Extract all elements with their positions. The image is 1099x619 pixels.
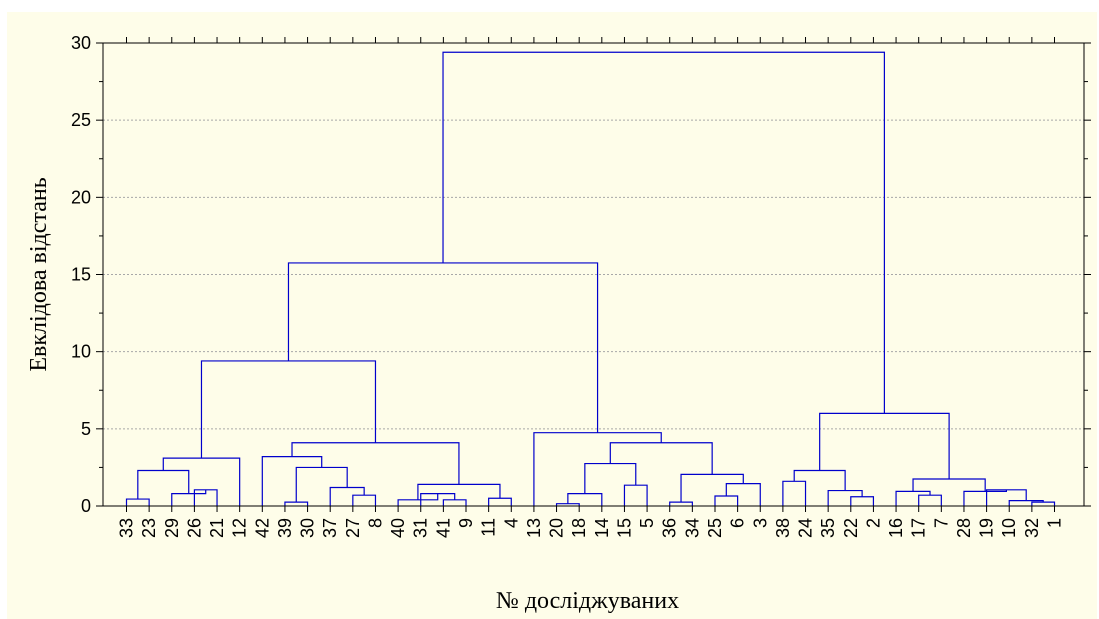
dendrogram-link (918, 494, 942, 506)
x-tick-label: 12 (230, 518, 250, 538)
dendrogram-link (284, 501, 309, 506)
x-tick-label: 38 (773, 518, 793, 538)
x-tick-label: 3 (750, 518, 770, 528)
dendrogram-link (261, 456, 323, 506)
dendrogram-link (417, 483, 501, 500)
x-tick-label: 25 (705, 518, 725, 538)
dendrogram-link (1031, 501, 1056, 506)
x-tick-label: 18 (569, 518, 589, 538)
x-tick-label: 20 (547, 518, 567, 538)
dendrogram-link (287, 262, 599, 433)
x-tick-label: 41 (433, 518, 453, 538)
x-tick-label: 34 (682, 518, 702, 538)
x-tick-label: 42 (252, 518, 272, 538)
x-tick-label: 30 (298, 518, 318, 538)
dendrogram-link (985, 489, 1027, 506)
dendrogram-link (488, 497, 512, 506)
y-tick-label: 0 (81, 496, 91, 516)
dendrogram-link (912, 478, 986, 492)
x-tick-label: 4 (501, 518, 521, 528)
dendrogram-link (819, 412, 950, 479)
x-tick-label: 40 (388, 518, 408, 538)
dendrogram-link (137, 469, 190, 500)
x-tick-label: 6 (728, 518, 748, 528)
dendrogram-links (125, 51, 1056, 506)
x-tick-label: 13 (524, 518, 544, 538)
x-tick-label: 1 (1045, 518, 1065, 528)
x-tick-label: 14 (592, 518, 612, 538)
y-tick-label: 30 (71, 33, 91, 53)
dendrogram-link (533, 432, 662, 506)
y-tick-label: 10 (71, 342, 91, 362)
x-tick-label: 39 (275, 518, 295, 538)
dendrogram-link (827, 489, 863, 506)
dendrogram-link (162, 457, 241, 506)
x-tick-label: 17 (909, 518, 929, 538)
x-tick-label: 36 (660, 518, 680, 538)
y-tick-labels: 0 5 10 15 20 25 30 (71, 33, 91, 516)
x-tick-label: 19 (977, 518, 997, 538)
x-tick-label: 11 (479, 518, 499, 537)
x-axis-title: № досліджуваних (496, 588, 679, 614)
x-tick-label: 24 (796, 518, 816, 538)
y-tick-label: 5 (81, 419, 91, 439)
x-tick-label: 16 (886, 518, 906, 538)
x-tick-label: 23 (139, 518, 159, 538)
x-tick-label: 32 (1022, 518, 1042, 538)
dendrogram-link (584, 462, 637, 494)
x-tick-label: 21 (207, 518, 227, 538)
dendrogram-link (669, 501, 693, 506)
dendrogram-link (200, 360, 377, 459)
chart-frame: 0 5 10 15 20 25 30 33 23 29 26 21 12 42 39 30 37 27 8 40 31… (7, 12, 1097, 619)
y-axis-title: Евклідова відстань (26, 177, 52, 371)
dendrogram-link (680, 473, 744, 503)
dendrogram-link (329, 486, 365, 506)
x-tick-labels: 33 23 29 26 21 12 42 39 30 37 27 8 40 31 41 9 11 4 13 20 18 1… (117, 518, 1065, 538)
x-tick-label: 2 (863, 518, 883, 528)
x-tick-label: 27 (343, 518, 363, 538)
dendrogram-link (895, 490, 931, 506)
x-tick-label: 35 (818, 518, 838, 538)
axis-ticks (96, 37, 1091, 512)
dendrogram-link (352, 494, 377, 506)
x-tick-label: 7 (931, 518, 951, 528)
x-tick-label: 5 (637, 518, 657, 528)
dendrogram-link (725, 483, 761, 506)
dendrogram-link (295, 466, 348, 503)
x-tick-label: 29 (162, 518, 182, 538)
x-tick-label: 37 (320, 518, 340, 538)
dendrogram-link (782, 480, 807, 506)
dendrogram-link (623, 484, 648, 506)
dendrogram-link (850, 496, 875, 506)
dendrogram-link (125, 498, 150, 506)
grid-lines (103, 119, 1084, 430)
dendrogram-link (442, 51, 885, 414)
x-tick-label: 33 (117, 518, 137, 538)
x-tick-label: 26 (184, 518, 204, 538)
y-tick-label: 15 (71, 265, 91, 285)
y-tick-label: 20 (71, 187, 91, 207)
dendrogram-link (714, 495, 739, 506)
x-tick-label: 8 (365, 518, 385, 528)
x-tick-label: 10 (999, 518, 1019, 538)
dendrogram-link (793, 469, 846, 491)
x-tick-label: 28 (954, 518, 974, 538)
x-tick-label: 31 (411, 518, 431, 538)
dendrogram-link (963, 489, 1008, 506)
x-tick-label: 9 (456, 518, 476, 528)
dendrogram-link (1008, 499, 1044, 506)
dendrogram-link (442, 499, 467, 506)
x-tick-label: 15 (614, 518, 634, 538)
dendrogram-link (291, 442, 460, 485)
y-tick-label: 25 (71, 110, 91, 130)
x-tick-label: 22 (841, 518, 861, 538)
dendrogram-link (609, 442, 713, 475)
